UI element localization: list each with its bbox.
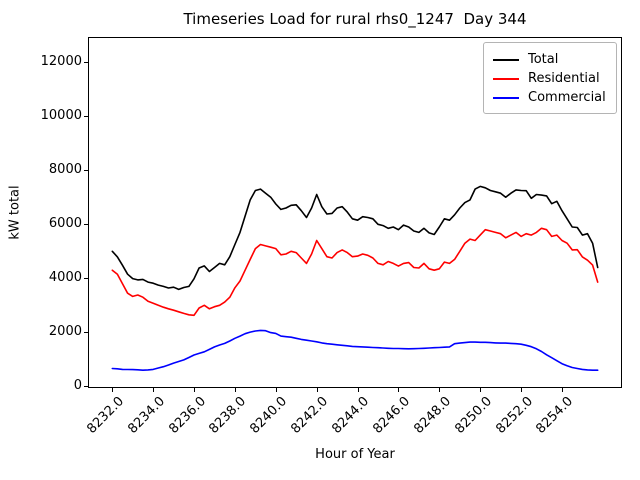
chart-title: Timeseries Load for rural rhs0_1247 Day … (183, 10, 527, 28)
y-tick-label: 12000 (40, 54, 82, 70)
y-axis-label: kW total (7, 185, 23, 240)
legend-item-commercial: Commercial (493, 88, 607, 107)
legend-line-swatch (493, 77, 519, 80)
legend-item-residential: Residential (493, 69, 607, 88)
x-axis-label: Hour of Year (315, 447, 395, 462)
legend-label: Commercial (528, 90, 606, 105)
series-line-total (111, 185, 599, 291)
y-tick-label: 4000 (48, 270, 82, 286)
y-tick-label: 0 (73, 378, 82, 394)
y-tick-label: 6000 (48, 216, 82, 232)
legend-line-swatch (493, 58, 519, 61)
y-tick-label: 10000 (40, 108, 82, 124)
legend: Total Residential Commercial (483, 42, 617, 114)
y-tick-label: 8000 (48, 162, 82, 178)
legend-label: Residential (528, 71, 600, 86)
legend-line-swatch (493, 96, 519, 99)
series-line-residential (111, 227, 599, 317)
legend-item-total: Total (493, 50, 607, 69)
series-line-commercial (111, 329, 599, 372)
legend-label: Total (528, 52, 559, 67)
y-tick-label: 2000 (48, 324, 82, 340)
axes-spines (88, 37, 622, 388)
